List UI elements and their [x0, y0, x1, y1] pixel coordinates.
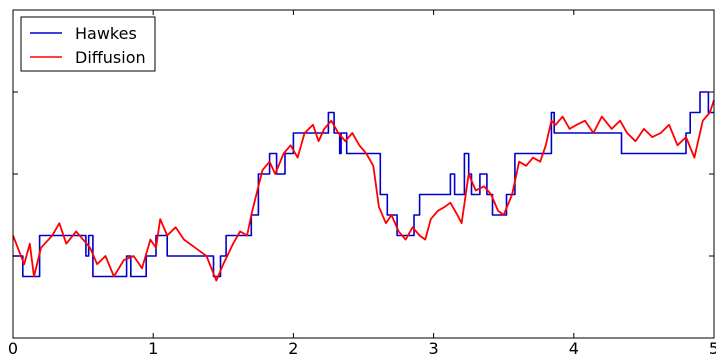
- x-tick-label-5: 5: [709, 339, 716, 356]
- x-tick-label-4: 4: [569, 339, 579, 356]
- legend-box: [20, 16, 156, 72]
- x-tick-label-2: 2: [288, 339, 298, 356]
- series-line-hawkes: [13, 91, 714, 278]
- x-tick-label-3: 3: [429, 339, 439, 356]
- legend-label-diffusion: Diffusion: [75, 48, 146, 67]
- diffusion-series-group: [12, 99, 715, 282]
- x-tick-label-0: 0: [8, 339, 18, 356]
- series-line-diffusion: [12, 99, 715, 282]
- plot-area-frame: [12, 9, 715, 339]
- hawkes-series-group: [13, 91, 714, 278]
- legend: Hawkes Diffusion: [20, 16, 156, 72]
- legend-label-hawkes: Hawkes: [75, 24, 137, 43]
- x-tick-label-1: 1: [148, 339, 158, 356]
